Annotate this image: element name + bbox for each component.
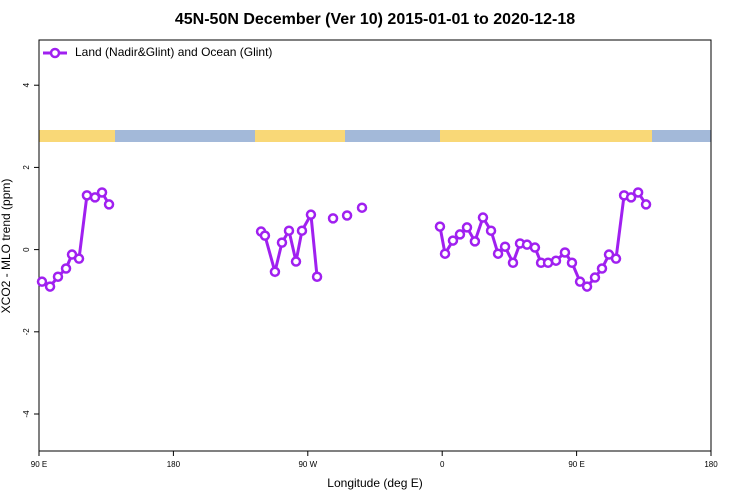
- point: [283, 225, 295, 236]
- point: [73, 253, 85, 264]
- y-tick-label: -2: [22, 328, 31, 336]
- legend-marker: [49, 47, 61, 59]
- y-tick-label: 2: [22, 165, 31, 170]
- point: [341, 210, 353, 221]
- point: [499, 241, 511, 252]
- point: [103, 199, 115, 210]
- point: [477, 212, 489, 223]
- point: [610, 253, 622, 264]
- y-tick-label: -4: [22, 410, 31, 418]
- point: [581, 281, 593, 292]
- point: [259, 230, 271, 241]
- x-tick-label: 180: [704, 460, 718, 469]
- point: [296, 225, 308, 236]
- y-axis-label: XCO2 - MLO trend (ppm): [0, 179, 13, 314]
- point: [96, 187, 108, 198]
- point: [574, 276, 586, 287]
- point: [327, 213, 339, 224]
- land: [39, 130, 115, 142]
- point: [290, 256, 302, 267]
- legend-label: Land (Nadir&Glint) and Ocean (Glint): [75, 45, 272, 59]
- point: [36, 276, 48, 287]
- land: [440, 130, 652, 142]
- point: [89, 192, 101, 203]
- point: [434, 221, 446, 232]
- point: [566, 257, 578, 269]
- point: [529, 242, 541, 253]
- point: [589, 272, 601, 283]
- point: [559, 247, 571, 258]
- chart-title: 45N-50N December (Ver 10) 2015-01-01 to …: [175, 11, 575, 28]
- x-axis-label: Longitude (deg E): [327, 476, 422, 490]
- point: [439, 248, 451, 259]
- point: [507, 257, 519, 269]
- point: [625, 192, 637, 203]
- land: [255, 130, 345, 142]
- point: [632, 187, 644, 198]
- x-tick-label: 180: [167, 460, 181, 469]
- point: [469, 236, 481, 247]
- map-strip: [39, 130, 711, 142]
- point: [447, 235, 459, 246]
- point: [485, 225, 497, 236]
- point: [276, 237, 288, 248]
- point: [640, 199, 652, 210]
- point: [52, 271, 64, 282]
- point: [550, 255, 562, 266]
- point: [461, 222, 473, 233]
- y-tick-label: 0: [22, 247, 31, 252]
- x-tick-label: 90 E: [568, 460, 584, 469]
- point: [311, 271, 323, 282]
- point: [81, 190, 93, 201]
- y-tick-label: 4: [22, 82, 31, 87]
- point: [44, 281, 56, 292]
- point: [305, 209, 317, 220]
- x-tick-label: 90 W: [298, 460, 317, 469]
- point: [454, 229, 466, 240]
- point: [596, 263, 608, 274]
- point: [269, 266, 281, 278]
- series-line: [41, 190, 648, 289]
- x-tick-label: 90 E: [31, 460, 47, 469]
- point: [356, 202, 368, 213]
- point: [492, 248, 504, 259]
- point: [60, 263, 72, 274]
- plot-frame: [38, 39, 712, 452]
- x-tick-label: 0: [440, 460, 445, 469]
